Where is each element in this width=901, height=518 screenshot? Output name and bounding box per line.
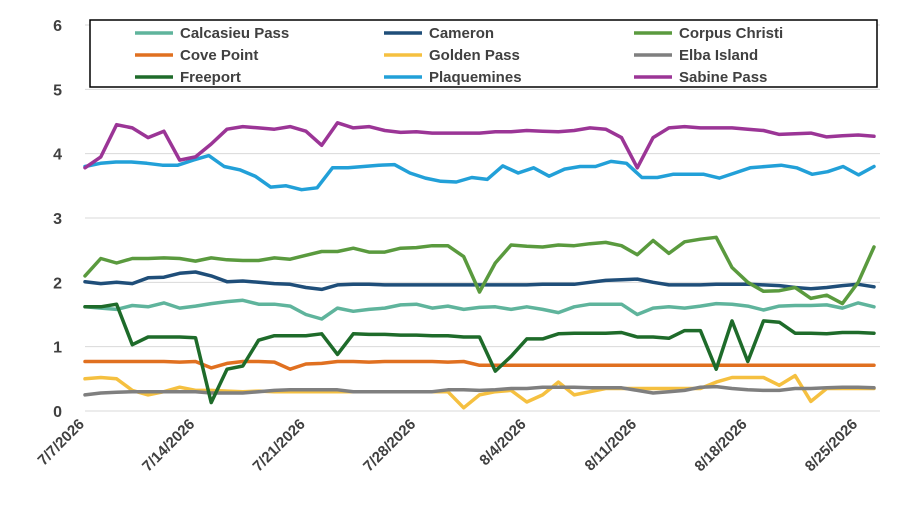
series-lines <box>83 121 876 410</box>
legend-box <box>89 19 878 88</box>
legend-label-plaquemines: Plaquemines <box>429 69 522 86</box>
legend-label-cove-point: Cove Point <box>180 47 258 64</box>
series-line-cameron <box>83 270 876 292</box>
x-tick-label: 7/7/2026 <box>35 416 88 469</box>
x-axis-ticks: 7/7/2026 7/14/2026 7/21/2026 7/28/2026 8/4/2… <box>35 416 862 475</box>
x-tick-label: 8/18/2026 <box>691 416 750 475</box>
series-line-plaquemines <box>83 153 876 192</box>
legend: Calcasieu Pass Cameron Corpus Christi Cove … <box>89 19 878 88</box>
y-tick-label: 5 <box>53 82 62 99</box>
legend-label-sabine-pass: Sabine Pass <box>679 69 767 86</box>
legend-label-golden-pass: Golden Pass <box>429 47 520 64</box>
y-tick-label: 6 <box>53 18 62 35</box>
series-line-cove-point <box>83 359 876 371</box>
y-tick-label: 1 <box>53 340 62 357</box>
legend-label-corpus-christi: Corpus Christi <box>679 25 783 42</box>
series-line-sabine-pass <box>83 121 876 170</box>
series-line-freeport <box>83 302 876 405</box>
y-tick-label: 4 <box>53 147 62 164</box>
x-tick-label: 7/21/2026 <box>250 416 309 475</box>
legend-label-elba-island: Elba Island <box>679 47 758 64</box>
legend-label-cameron: Cameron <box>429 25 494 42</box>
legend-label-freeport: Freeport <box>180 69 241 86</box>
legend-label-calcasieu-pass: Calcasieu Pass <box>180 25 289 42</box>
x-tick-label: 8/25/2026 <box>802 416 861 475</box>
x-tick-label: 7/28/2026 <box>360 416 419 475</box>
series-line-corpus-christi <box>83 235 876 306</box>
x-tick-label: 8/4/2026 <box>476 416 529 469</box>
y-tick-label: 3 <box>53 211 62 228</box>
x-tick-label: 7/14/2026 <box>139 416 198 475</box>
y-tick-label: 2 <box>53 275 62 292</box>
series-line-calcasieu-pass <box>83 298 876 321</box>
y-axis-ticks: 0 1 2 3 4 5 6 <box>53 18 62 421</box>
x-tick-label: 8/11/2026 <box>582 416 641 475</box>
y-tick-label: 0 <box>53 404 62 421</box>
